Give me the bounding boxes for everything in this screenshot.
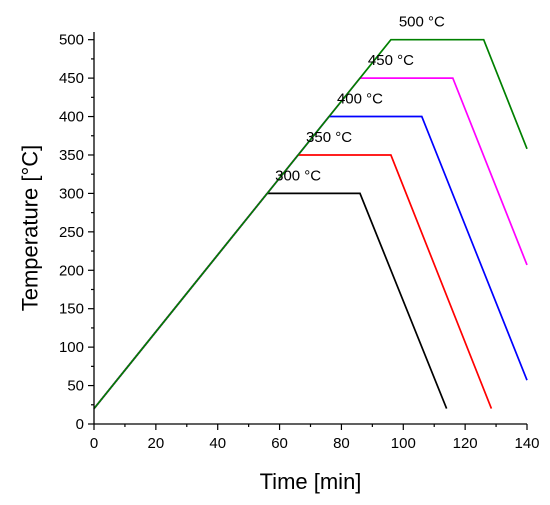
y-tick-label: 500 xyxy=(59,32,84,49)
temperature-label-1: 300 °C xyxy=(275,167,321,184)
series-line-5 xyxy=(93,38,528,410)
y-tick-label: 400 xyxy=(59,109,84,126)
x-tick-label: 20 xyxy=(148,435,165,452)
x-tick-label: 60 xyxy=(271,435,288,452)
y-tick-label: 50 xyxy=(67,378,84,395)
x-axis-title: Time [min] xyxy=(260,469,362,494)
y-tick-label: 0 xyxy=(76,416,84,433)
temperature-label-4: 450 °C xyxy=(368,52,414,69)
x-tick-label: 140 xyxy=(514,435,539,452)
y-axis-title: Temperature [°C] xyxy=(18,145,43,312)
y-tick-label: 450 xyxy=(59,70,84,87)
x-tick-label: 0 xyxy=(90,435,98,452)
x-tick-label: 100 xyxy=(391,435,416,452)
y-tick-label: 300 xyxy=(59,185,84,202)
y-tick-label: 200 xyxy=(59,262,84,279)
x-tick-label: 40 xyxy=(209,435,226,452)
y-tick-label: 250 xyxy=(59,224,84,241)
temperature-label-3: 400 °C xyxy=(337,90,383,107)
y-tick-label: 350 xyxy=(59,147,84,164)
x-tick-label: 120 xyxy=(453,435,478,452)
axes-layer: 0 20 40 60 80 100 120 140 0 50 100 150 200 250 300 350 4… xyxy=(59,32,540,452)
annotation-layer: 300 °C 350 °C 400 °C 450 °C 500 °C xyxy=(275,14,445,185)
temperature-label-5: 500 °C xyxy=(399,14,445,31)
temperature-label-2: 350 °C xyxy=(306,129,352,146)
series-layer xyxy=(93,38,528,410)
x-tick-label: 80 xyxy=(333,435,350,452)
series-line-1 xyxy=(93,192,448,410)
y-tick-label: 100 xyxy=(59,339,84,356)
series-line-3 xyxy=(93,115,528,410)
y-tick-label: 150 xyxy=(59,301,84,318)
series-line-4 xyxy=(93,77,528,410)
